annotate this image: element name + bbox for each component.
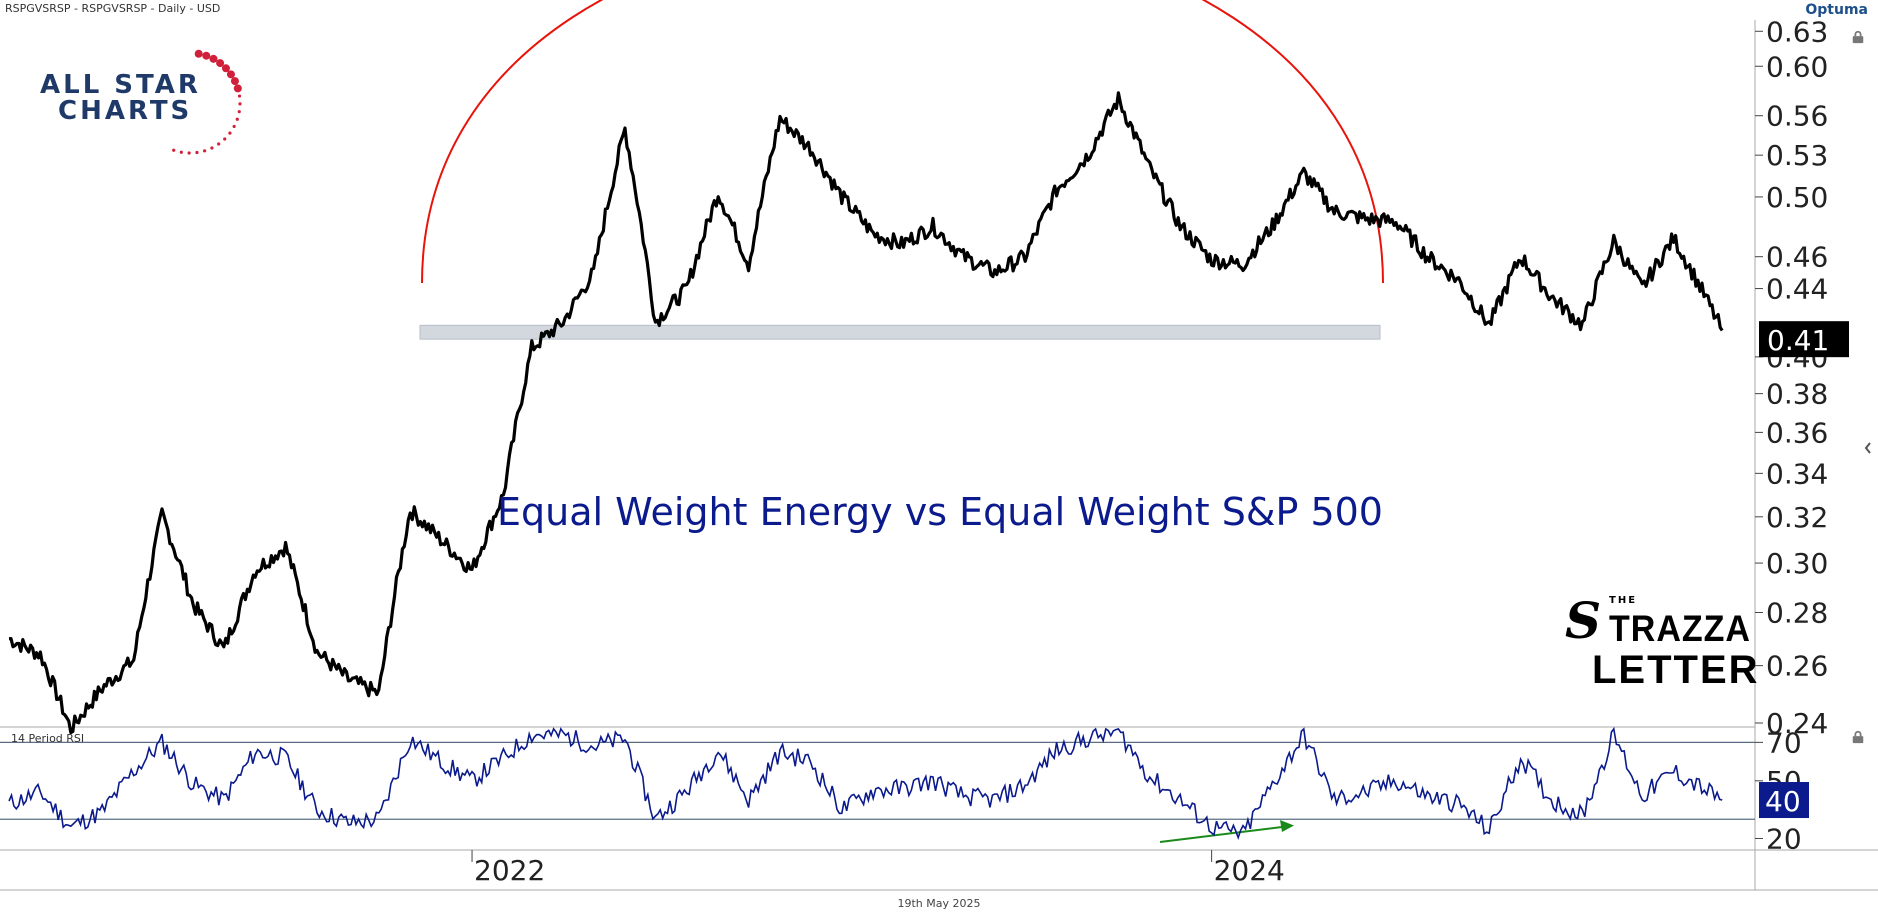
y-tick-label: 0.44	[1766, 273, 1828, 306]
logo-the: THE	[1609, 595, 1638, 606]
y-tick-label: 0.56	[1766, 100, 1828, 133]
logo-strazza: TRAZZA	[1609, 608, 1751, 650]
y-tick-label: 0.24	[1766, 707, 1828, 740]
logo-script-s: S	[1565, 591, 1602, 650]
logo-star	[237, 110, 241, 114]
lock-icon[interactable]	[1850, 30, 1866, 44]
logo-star	[233, 84, 242, 93]
chart-title: Equal Weight Energy vs Equal Weight S&P …	[497, 490, 1383, 534]
all-star-charts-logo: ALL STAR CHARTS	[40, 72, 201, 124]
logo-star	[217, 142, 221, 146]
series-layer	[8, 91, 1724, 841]
y-tick-label: 0.38	[1766, 378, 1828, 411]
brand-logo: Optuma	[1805, 2, 1868, 18]
last-value-badge	[1759, 321, 1849, 358]
rsi-y-tick-label: 20	[1766, 822, 1802, 855]
rsi-y-tick-label: 70	[1766, 726, 1802, 759]
logo-star	[209, 54, 218, 63]
divergence-arrow	[1159, 825, 1291, 843]
y-tick-label: 0.30	[1766, 547, 1828, 580]
logo-star	[179, 150, 183, 154]
y-tick-label: 0.46	[1766, 241, 1828, 274]
logo-star	[202, 51, 211, 60]
logo-star	[194, 49, 203, 58]
logo-line-2: CHARTS	[58, 96, 193, 126]
logo-star	[172, 148, 176, 152]
last-value-label: 0.41	[1767, 324, 1829, 357]
price-series-line	[8, 91, 1724, 735]
y-tick-label: 0.28	[1766, 597, 1828, 630]
logo-star	[216, 59, 225, 68]
logo-star	[221, 64, 230, 73]
chart-date: 19th May 2025	[897, 897, 981, 910]
y-tick-label: 0.36	[1766, 416, 1828, 449]
y-tick-label: 0.32	[1766, 501, 1828, 534]
axis-ticks: 0.630.600.560.530.500.460.440.400.380.36…	[471, 15, 1828, 887]
logo-star	[235, 117, 239, 121]
logo-star	[228, 131, 232, 135]
logo-star	[237, 94, 242, 98]
y-tick-label: 0.50	[1766, 181, 1828, 214]
y-tick-label: 0.53	[1766, 139, 1828, 172]
logo-star	[195, 150, 199, 155]
logo-star	[226, 70, 235, 79]
x-tick-label: 2024	[1214, 854, 1285, 887]
logo-star	[238, 102, 242, 106]
logo-line-1: ALL STAR	[40, 70, 201, 100]
logo-star	[210, 146, 214, 150]
logo-star	[203, 149, 207, 153]
chevron-left-icon[interactable]	[1862, 440, 1874, 456]
rsi-last-value-label: 40	[1765, 785, 1801, 818]
y-tick-label: 0.63	[1766, 15, 1828, 48]
divergence-arrowhead	[1280, 820, 1294, 832]
y-tick-label: 0.34	[1766, 457, 1828, 490]
logo-star	[230, 77, 239, 86]
lock-icon[interactable]	[1850, 730, 1866, 744]
y-tick-label: 0.26	[1766, 650, 1828, 683]
logo-letter: LETTER	[1592, 648, 1760, 692]
y-tick-label: 0.60	[1766, 50, 1828, 83]
logo-star	[223, 137, 227, 141]
logo-star	[187, 151, 191, 155]
annotations: 0.41 40	[0, 0, 1849, 843]
rsi-panel-label: 14 Period RSI	[11, 732, 85, 745]
rsi-last-value-badge	[1759, 782, 1809, 819]
logo-star	[232, 124, 236, 129]
chart-header: RSPGVSRSP - RSPGVSRSP - Daily - USD	[5, 2, 221, 15]
rsi-series-line	[8, 726, 1723, 841]
rounding-top-arc	[421, 0, 1384, 284]
x-tick-label: 2022	[474, 854, 545, 887]
support-zone	[419, 324, 1381, 340]
chart-frame	[0, 20, 1878, 891]
